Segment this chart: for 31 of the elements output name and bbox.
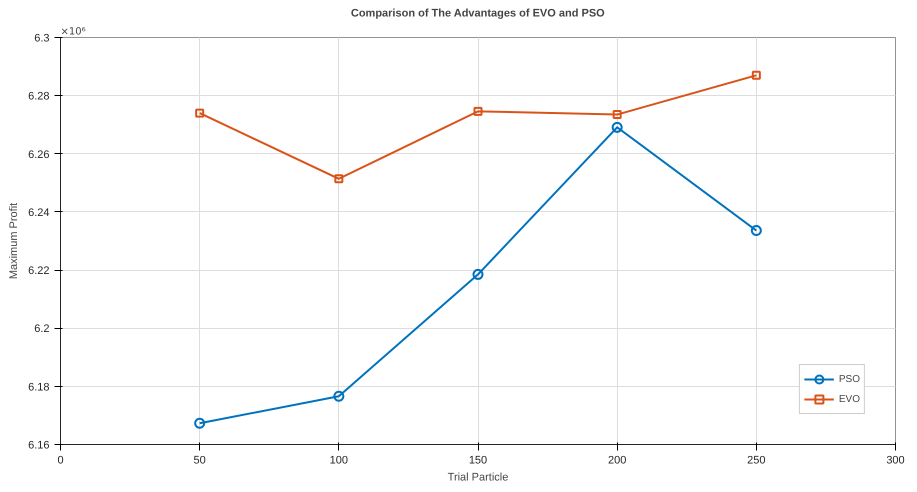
- point: [612, 110, 622, 120]
- x-tick-label: 300: [886, 454, 905, 466]
- point: [750, 225, 762, 236]
- y-tick-label: 6.3: [34, 32, 50, 44]
- chart-title: Comparison of The Advantages of EVO and PSO: [350, 8, 606, 20]
- y-tick-label: 6.26: [28, 148, 50, 161]
- legend-label: PSO: [838, 374, 860, 384]
- y-tick-label: 6.18: [28, 381, 50, 394]
- point: [334, 174, 344, 184]
- y-tick-label: 6.22: [28, 265, 50, 278]
- y-tick-label: 6.24: [28, 206, 50, 219]
- y-tick-label: 6.28: [28, 90, 50, 103]
- x-tick-label: 150: [468, 454, 488, 466]
- annotation: ×10⁶: [60, 26, 86, 38]
- x-tick-label: 250: [747, 454, 766, 466]
- y-axis-title: Maximum Profit: [8, 202, 20, 280]
- x-tick-label: 100: [330, 454, 348, 466]
- point: [333, 390, 344, 402]
- point: [195, 108, 204, 118]
- legend-label: EVO: [838, 394, 860, 404]
- point: [474, 106, 482, 116]
- y-tick-label: 6.16: [28, 440, 50, 452]
- point: [472, 268, 484, 280]
- x-axis-title: Trial Particle: [448, 472, 508, 484]
- x-tick-label: 0: [57, 454, 64, 466]
- x-tick-label: 50: [194, 454, 206, 466]
- point: [194, 418, 206, 429]
- x-tick-label: 200: [608, 454, 626, 466]
- point: [752, 70, 761, 80]
- y-tick-label: 6.2: [34, 323, 50, 336]
- point: [612, 122, 623, 133]
